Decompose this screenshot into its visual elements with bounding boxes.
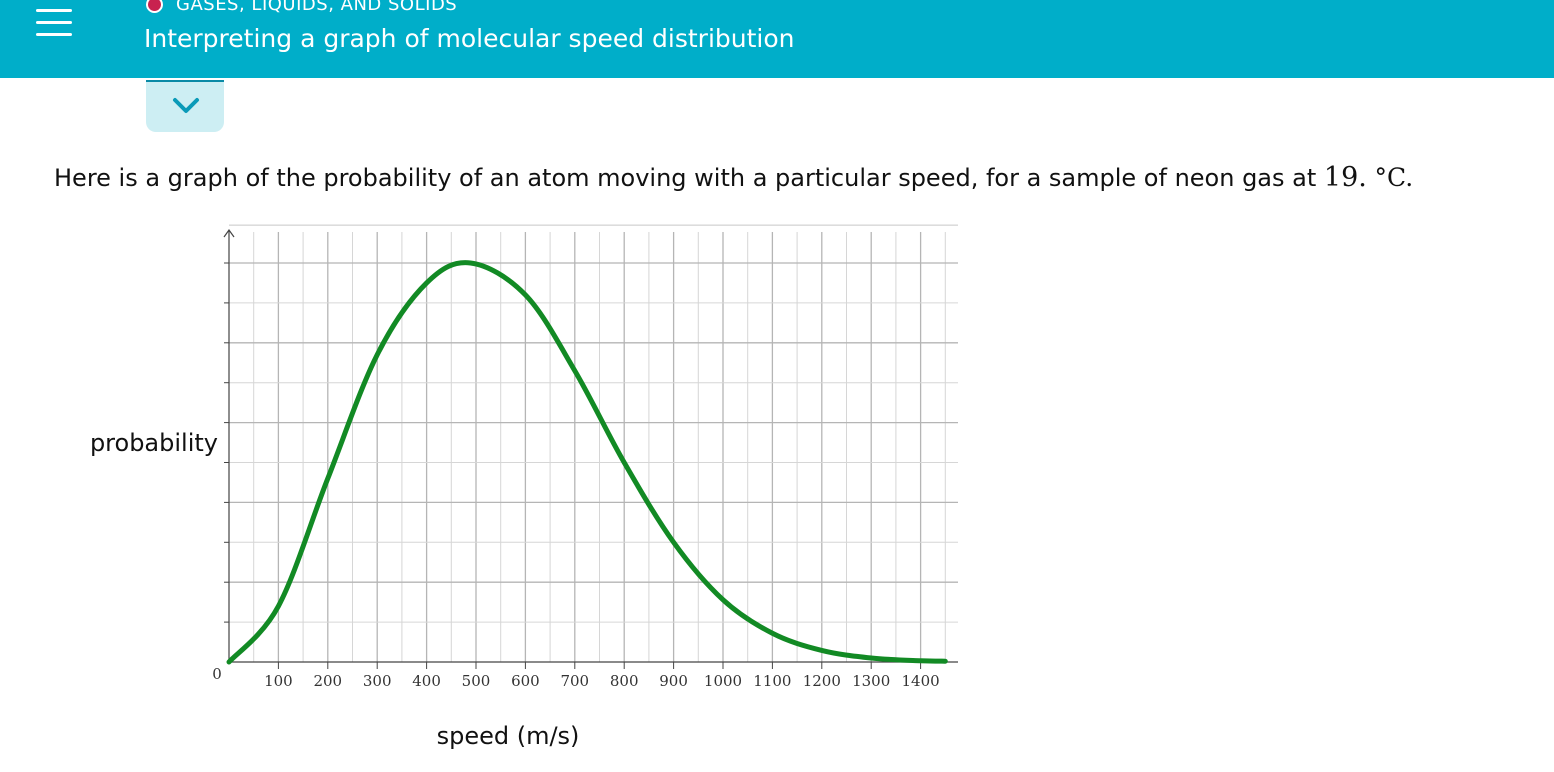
x-tick-label: 1400 xyxy=(902,672,940,690)
temperature-value: 19. xyxy=(1323,162,1367,193)
temperature-unit: °C. xyxy=(1374,163,1414,192)
topic-label: GASES, LIQUIDS, AND SOLIDS xyxy=(176,0,458,15)
x-tick-label: 1300 xyxy=(852,672,890,690)
chart-axes xyxy=(223,228,958,663)
hamburger-menu-icon[interactable] xyxy=(30,6,78,42)
x-tick-label: 500 xyxy=(462,672,491,690)
x-tick-label: 1200 xyxy=(803,672,841,690)
lesson-title: Interpreting a graph of molecular speed … xyxy=(144,24,795,53)
x-tick-label: 1000 xyxy=(704,672,742,690)
question-text: Here is a graph of the probability of an… xyxy=(54,162,1413,193)
speed-distribution-curve xyxy=(226,260,948,665)
x-tick-label: 600 xyxy=(511,672,540,690)
header-bar: GASES, LIQUIDS, AND SOLIDS Interpreting … xyxy=(0,0,1554,78)
x-tick-label: 100 xyxy=(264,672,293,690)
x-tick-label: 800 xyxy=(610,672,639,690)
chart-grid xyxy=(229,224,958,662)
x-tick-label: 1100 xyxy=(753,672,791,690)
collapse-toggle-button[interactable] xyxy=(146,80,224,132)
topic-status-dot xyxy=(146,0,163,13)
x-tick-label: 400 xyxy=(412,672,441,690)
x-tick-label: 900 xyxy=(659,672,688,690)
x-tick-label: 700 xyxy=(560,672,589,690)
chevron-down-icon xyxy=(173,98,199,113)
x-axis-label: speed (m/s) xyxy=(437,722,580,750)
y-axis-label: probability xyxy=(90,429,218,457)
chart-series xyxy=(226,260,948,665)
chart-ticks: 100 200 300 400 500 600 700 800 900 1000 1100 1200 1… xyxy=(224,262,940,690)
question-sentence: Here is a graph of the probability of an… xyxy=(54,164,1317,192)
x-tick-label: 200 xyxy=(313,672,342,690)
x-tick-label: 300 xyxy=(363,672,392,690)
y-axis-arrow xyxy=(223,228,235,238)
origin-label: 0 xyxy=(212,665,222,683)
topic-row: GASES, LIQUIDS, AND SOLIDS xyxy=(146,0,458,15)
